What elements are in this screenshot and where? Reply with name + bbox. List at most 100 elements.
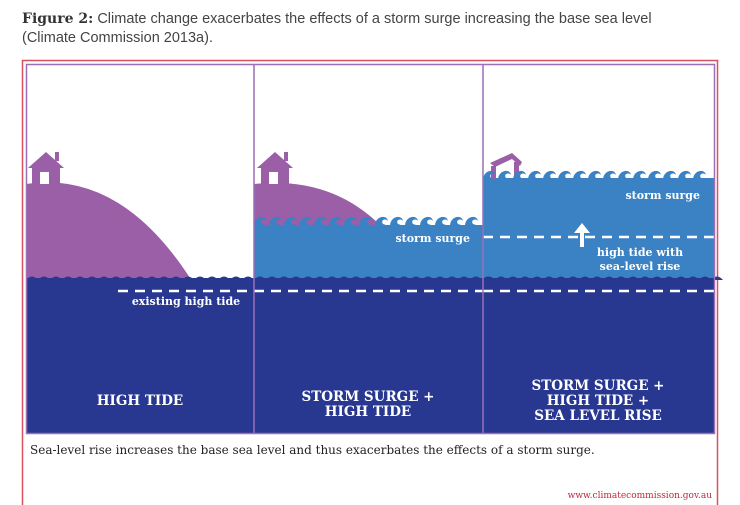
wave-icon bbox=[699, 276, 711, 280]
existing-high-tide-label: existing high tide bbox=[132, 295, 240, 308]
surge-water bbox=[254, 225, 483, 278]
wave-icon bbox=[633, 170, 647, 180]
panel-heading: STORM SURGE + bbox=[532, 378, 665, 394]
wave-icon bbox=[98, 276, 110, 280]
deep-sea bbox=[254, 278, 483, 434]
panel-heading: SEA LEVEL RISE bbox=[534, 408, 662, 424]
wave-icon bbox=[242, 276, 254, 280]
wave-icon bbox=[170, 276, 182, 280]
wave-icon bbox=[194, 276, 206, 280]
panel-storm-surge-high-tide bbox=[254, 182, 483, 434]
up-arrow-icon bbox=[574, 223, 590, 247]
source-url: www.climatecommission.gov.au bbox=[567, 491, 712, 501]
wave-icon bbox=[299, 216, 313, 226]
wave-icon bbox=[362, 276, 374, 280]
wave-icon bbox=[470, 276, 482, 280]
wave-icon bbox=[483, 170, 497, 180]
wave-icon bbox=[603, 170, 617, 180]
wave-icon bbox=[218, 276, 230, 280]
wave-icon bbox=[405, 216, 419, 226]
panel-heading: HIGH TIDE + bbox=[547, 393, 649, 409]
wave-icon bbox=[344, 216, 358, 226]
wave-icon bbox=[528, 170, 542, 180]
wave-icon bbox=[122, 276, 134, 280]
wave-icon bbox=[62, 276, 74, 280]
wave-icon bbox=[50, 276, 62, 280]
wave-icon bbox=[483, 276, 495, 280]
wave-icon bbox=[663, 276, 675, 280]
wave-icon bbox=[579, 276, 591, 280]
figure-label: Figure 2: bbox=[22, 11, 94, 27]
wave-icon bbox=[422, 276, 434, 280]
wave-icon bbox=[302, 276, 314, 280]
wave-icon bbox=[398, 276, 410, 280]
wave-icon bbox=[507, 276, 519, 280]
wave-icon bbox=[446, 276, 458, 280]
wave-icon bbox=[338, 276, 350, 280]
wave-icon bbox=[329, 216, 343, 226]
wave-icon bbox=[146, 276, 158, 280]
panel-heading: HIGH TIDE bbox=[97, 393, 183, 409]
wave-icon bbox=[38, 276, 50, 280]
panel-sea-level-rise bbox=[483, 153, 714, 434]
wave-icon bbox=[390, 216, 404, 226]
wave-icon bbox=[651, 276, 663, 280]
wave-icon bbox=[591, 276, 603, 280]
wave-icon bbox=[254, 276, 266, 280]
wave-icon bbox=[519, 276, 531, 280]
wave-icon bbox=[254, 216, 268, 226]
wave-icon bbox=[278, 276, 290, 280]
wave-icon bbox=[375, 216, 389, 226]
wave-icon bbox=[410, 276, 422, 280]
wave-icon bbox=[678, 170, 692, 180]
wave-icon bbox=[693, 170, 707, 180]
wave-icon bbox=[134, 276, 146, 280]
wave-icon bbox=[498, 170, 512, 180]
deep-sea bbox=[26, 278, 254, 434]
house-icon bbox=[28, 152, 64, 184]
wave-icon bbox=[266, 276, 278, 280]
wave-icon bbox=[450, 216, 464, 226]
figure-title: Figure 2: Climate change exacerbates the… bbox=[22, 10, 662, 48]
wave-icon bbox=[26, 276, 38, 280]
wave-icon bbox=[567, 276, 579, 280]
wave-icon bbox=[290, 276, 302, 280]
wave-icon bbox=[435, 216, 449, 226]
wave-icon bbox=[158, 276, 170, 280]
wave-icon bbox=[386, 276, 398, 280]
wave-icon bbox=[86, 276, 98, 280]
storm-surge-label: storm surge bbox=[625, 189, 700, 202]
wave-icon bbox=[531, 276, 543, 280]
wave-icon bbox=[495, 276, 507, 280]
figure-title-text: Climate change exacerbates the effects o… bbox=[22, 11, 652, 46]
hill bbox=[26, 182, 190, 278]
wave-icon bbox=[269, 216, 283, 226]
wave-icon bbox=[314, 216, 328, 226]
wave-icon bbox=[639, 276, 651, 280]
wave-icon bbox=[627, 276, 639, 280]
wave-icon bbox=[573, 170, 587, 180]
wave-icon bbox=[543, 170, 557, 180]
panel-frame bbox=[25, 63, 716, 435]
wave-icon bbox=[110, 276, 122, 280]
wave-icon bbox=[513, 170, 527, 180]
wave-icon bbox=[675, 276, 687, 280]
wave-icon bbox=[648, 170, 662, 180]
wave-icon bbox=[687, 276, 699, 280]
wave-icon bbox=[326, 276, 338, 280]
surge-water bbox=[483, 178, 714, 278]
deep-sea bbox=[483, 278, 714, 434]
wave-icon bbox=[434, 276, 446, 280]
wave-icon bbox=[350, 276, 362, 280]
wave-icon bbox=[558, 170, 572, 180]
wave-icon bbox=[420, 216, 434, 226]
figure-caption: Sea-level rise increases the base sea le… bbox=[30, 443, 595, 457]
hill bbox=[254, 182, 380, 225]
sea-level-rise-label: sea-level rise bbox=[600, 260, 681, 273]
wave-icon bbox=[555, 276, 567, 280]
wave-icon bbox=[663, 170, 677, 180]
wave-icon bbox=[615, 276, 627, 280]
panel-heading: HIGH TIDE bbox=[325, 404, 411, 420]
wave-icon bbox=[588, 170, 602, 180]
